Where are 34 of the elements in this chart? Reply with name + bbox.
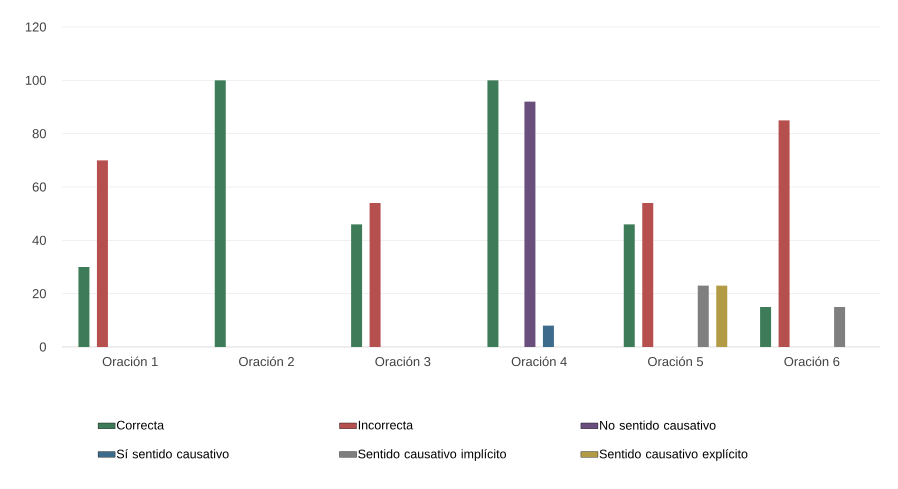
legend-label: Sentido causativo explícito <box>600 449 748 461</box>
bar <box>96 160 108 347</box>
bar <box>716 286 728 347</box>
bar <box>78 266 90 347</box>
bar <box>778 120 790 347</box>
bar <box>760 306 772 347</box>
x-tick-label: Oración 5 <box>648 356 704 366</box>
bar <box>524 102 536 347</box>
y-tick-label: 20 <box>32 289 46 298</box>
bar <box>214 80 226 347</box>
legend-label: No sentido causativo <box>600 420 716 430</box>
legend-label: Sí sentido causativo <box>116 449 229 458</box>
x-tick-label: Oración 1 <box>102 356 158 366</box>
bar <box>698 286 709 347</box>
bar <box>370 202 381 347</box>
bar <box>624 224 635 347</box>
bar <box>642 202 654 347</box>
bar <box>834 306 846 347</box>
y-tick-label: 40 <box>32 236 46 245</box>
bar <box>487 80 498 347</box>
x-tick-label: Oración 4 <box>512 356 567 366</box>
y-tick-label: 100 <box>26 76 46 85</box>
x-tick-label: Oración 3 <box>375 356 430 366</box>
bar <box>542 326 554 347</box>
y-tick-label: 0 <box>40 342 46 352</box>
bar <box>351 224 362 347</box>
y-tick-label: 120 <box>26 22 46 32</box>
x-tick-label: Oración 2 <box>239 356 294 366</box>
y-tick-label: 80 <box>32 129 46 138</box>
legend-label: Incorrecta <box>358 420 414 430</box>
legend-label: Sentido causativo implícito <box>358 449 506 461</box>
x-tick-label: Oración 6 <box>784 356 840 366</box>
y-tick-label: 60 <box>32 182 46 192</box>
legend-label: Correcta <box>116 420 164 430</box>
